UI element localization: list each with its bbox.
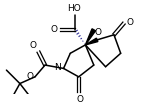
Text: O: O (76, 95, 83, 103)
Text: N: N (54, 63, 61, 72)
Text: O: O (30, 41, 37, 50)
Text: O: O (95, 28, 101, 36)
Text: O: O (51, 25, 58, 34)
Polygon shape (85, 29, 96, 45)
Text: O: O (127, 18, 134, 27)
Polygon shape (85, 38, 98, 45)
Text: O: O (26, 72, 33, 81)
Text: HO: HO (68, 4, 81, 13)
